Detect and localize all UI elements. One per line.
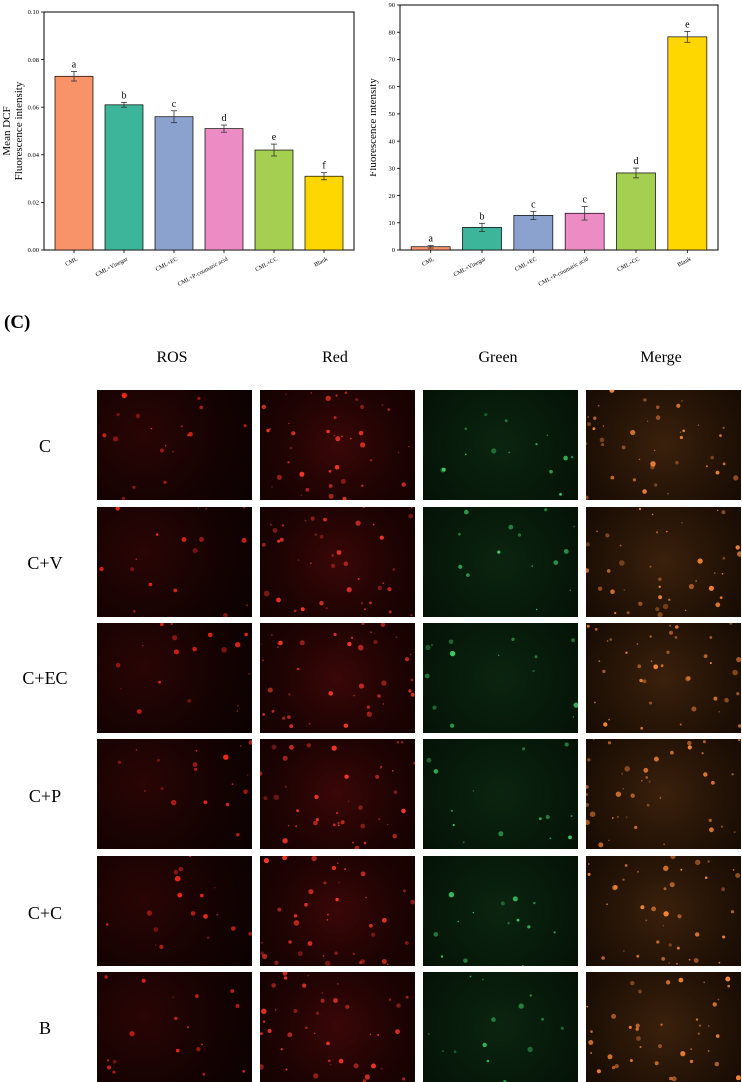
jc1-significance-5: e [685, 19, 690, 30]
micrograph-c-ec-ros [97, 623, 252, 733]
dcf-significance-2: c [172, 99, 177, 110]
jc1-ytick-label: 80 [389, 29, 396, 36]
micrograph-c-ros [97, 390, 252, 500]
jc1-category-label-5: Blank [677, 256, 692, 268]
jc1-category-label-1: CML+Vinegar [453, 256, 487, 278]
micrograph-c-ec-merge [586, 623, 741, 733]
dcf-bar-0 [54, 75, 94, 251]
jc1-ytick-label: 10 [389, 220, 396, 227]
column-header-merge: Merge [640, 349, 682, 366]
micrograph-c-merge [586, 390, 741, 500]
chart-dcf: 0.00 0.02 0.04 0.06 0.08 0.10 Mean DCF Fluoresc… [1, 9, 355, 288]
dcf-category-label-0: CML [65, 256, 80, 268]
chart-jc1: 0102030405060708090Mean JC-1Fluorescence… [370, 2, 719, 288]
jc1-significance-4: d [634, 156, 639, 167]
jc1-ytick-label: 70 [389, 57, 396, 64]
dcf-ytick-label: 0.00 [28, 247, 39, 254]
row-label-c: C [38, 436, 51, 456]
jc1-significance-2: c [531, 199, 536, 210]
dcf-significance-0: a [72, 60, 77, 71]
dcf-bar-3 [204, 128, 244, 251]
micrograph-c-c-red [260, 856, 415, 966]
jc1-category-label-3: CML+P-coumaric acid [538, 256, 590, 287]
dcf-category-label-1: CML+Vinegar [95, 256, 129, 278]
row-label-cec: C+EC [22, 668, 68, 688]
micrograph-b-ros [97, 972, 252, 1082]
micrograph-c-c-ros [97, 856, 252, 966]
jc1-ytick-label: 90 [389, 2, 396, 9]
jc1-significance-1: b [480, 211, 485, 222]
jc1-significance-3: c [582, 194, 587, 205]
micrograph-c-red [260, 390, 415, 500]
dcf-ytick-label: 0.10 [28, 9, 39, 16]
dcf-ylabel-line1: Mean DCF [1, 106, 13, 155]
dcf-significance-5: f [322, 161, 326, 172]
jc1-significance-0: a [428, 233, 433, 244]
dcf-significance-3: d [222, 113, 227, 124]
dcf-significance-4: e [272, 132, 277, 143]
panel-label-c: (C) [4, 312, 31, 333]
micrograph-c-c-merge [586, 856, 741, 966]
column-header-ros: ROS [156, 349, 188, 366]
micrograph-b-green [423, 972, 578, 1082]
dcf-category-label-2: CML+EC [155, 256, 179, 273]
micrograph-c-v-ros [97, 507, 252, 617]
dcf-ylabel-line2: Fluorescence intensity [13, 81, 25, 180]
jc1-ylabel-line2: Fluorescence intensity [370, 78, 379, 177]
jc1-bar-5 [667, 36, 708, 251]
dcf-ytick-label: 0.06 [28, 104, 40, 111]
jc1-ytick-label: 30 [389, 166, 396, 173]
micrograph-c-ec-green [423, 623, 578, 733]
dcf-significance-1: b [122, 90, 127, 101]
jc1-plot-frame [399, 4, 719, 251]
dcf-bar-2 [154, 116, 194, 251]
jc1-bar-2 [513, 215, 554, 251]
micrograph-b-red [260, 972, 415, 1082]
jc1-ytick-label: 20 [389, 193, 396, 200]
row-label-cv: C+V [27, 553, 63, 573]
dcf-category-label-4: CML+CC [255, 256, 279, 273]
micrograph-c-v-green [423, 507, 578, 617]
micrograph-c-ec-red [260, 623, 415, 733]
micrograph-c-p-ros [97, 739, 252, 849]
jc1-category-label-0: CML [421, 256, 436, 268]
row-label-cp: C+P [28, 786, 62, 806]
jc1-ytick-label: 60 [389, 84, 396, 91]
dcf-plot-frame [43, 11, 355, 251]
dcf-category-label-5: Blank [313, 256, 328, 268]
dcf-ytick-label: 0.02 [28, 200, 39, 207]
row-label-cc: C+C [27, 903, 63, 923]
micrograph-c-v-merge [586, 507, 741, 617]
jc1-ytick-label: 0 [392, 247, 395, 254]
micrograph-c-p-red [260, 739, 415, 849]
jc1-category-label-2: CML+EC [514, 256, 538, 273]
dcf-bar-4 [254, 149, 294, 251]
dcf-category-label-3: CML+P-coumaric acid [177, 256, 229, 287]
dcf-ytick-label: 0.04 [28, 152, 40, 159]
jc1-category-label-4: CML+CC [617, 256, 641, 273]
micrograph-b-merge [586, 972, 741, 1082]
column-header-red: Red [322, 349, 348, 366]
jc1-ytick-label: 50 [389, 111, 396, 118]
micrograph-c-v-red [260, 507, 415, 617]
dcf-bar-5 [304, 175, 344, 251]
micrograph-c-green [423, 390, 578, 500]
dcf-ytick-label: 0.08 [28, 57, 39, 64]
dcf-bar-1 [104, 104, 144, 251]
row-label-b: B [38, 1018, 51, 1038]
micrograph-c-p-merge [586, 739, 741, 849]
jc1-ytick-label: 40 [389, 138, 396, 145]
micrograph-c-c-green [423, 856, 578, 966]
column-header-green: Green [478, 349, 518, 366]
jc1-bar-4 [616, 172, 656, 251]
micrograph-c-p-green [423, 739, 578, 849]
